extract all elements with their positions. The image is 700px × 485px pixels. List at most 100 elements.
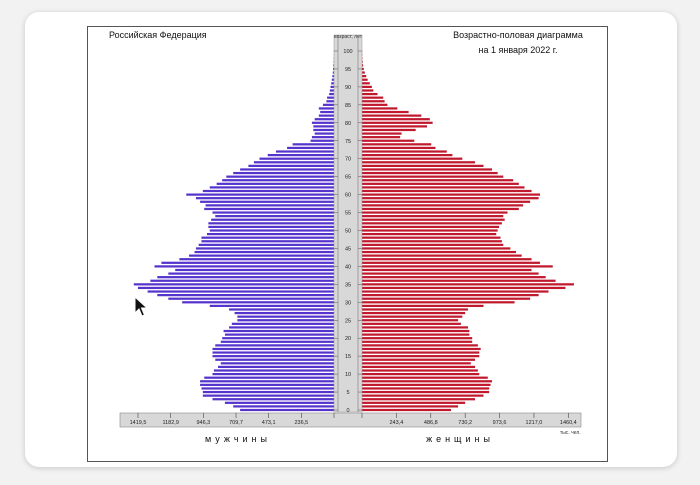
bar-female-age-63 [362,182,519,185]
bar-female-age-36 [362,279,556,282]
bar-female-age-11 [362,369,478,372]
bar-female-age-31 [362,297,531,300]
bar-male-age-83 [320,110,334,114]
bar-female-age-68 [362,164,484,167]
bar-male-age-6 [201,387,334,390]
bar-female-age-90 [362,85,372,89]
bar-female-age-84 [362,107,398,110]
bar-female-age-2 [362,401,466,404]
bar-female-age-73 [362,146,436,150]
bar-female-age-66 [362,171,498,175]
bar-female-age-5 [362,390,490,394]
bar-female-age-42 [362,258,532,261]
bar-male-age-54 [215,215,334,218]
bar-female-age-71 [362,153,453,157]
bar-male-age-78 [313,128,334,132]
bar-female-age-48 [362,236,501,239]
bar-female-age-96 [362,64,364,67]
bar-male-age-37 [157,276,334,279]
bar-male-age-23 [229,326,334,329]
bar-female-age-65 [362,175,504,178]
bar-female-age-27 [362,311,466,315]
bar-female-age-25 [362,319,459,322]
age-tick-label-5: 5 [346,390,349,396]
bar-male-age-17 [212,347,334,351]
bar-male-age-0 [240,408,334,412]
bar-male-age-96 [333,64,334,67]
bar-female-age-61 [362,189,532,193]
bar-female-age-41 [362,261,541,264]
bar-male-age-85 [322,103,334,106]
bar-male-age-91 [331,82,334,85]
bar-male-age-42 [179,258,334,261]
bar-female-age-34 [362,286,566,290]
bar-male-age-20 [222,337,334,340]
bar-female-age-23 [362,326,468,329]
x-tick-label-left-236,5: 236,5 [294,420,308,426]
bar-female-age-3 [362,398,476,401]
bar-male-age-40 [154,265,334,268]
bar-female-age-30 [362,301,515,304]
x-tick-label-right-973,6: 973,6 [493,420,507,426]
x-tick-label-right-1217,0: 1217,0 [526,420,543,426]
bar-female-age-69 [362,161,476,164]
bar-male-age-2 [224,401,334,404]
axis-label-top: возраст, лет [334,34,363,40]
bar-male-age-57 [205,204,334,207]
chart-title-right-line1: Возрастно-половая диаграмма [453,30,583,40]
x-tick-label-left-1419,5: 1419,5 [130,420,147,426]
bar-male-age-68 [248,164,334,167]
bar-male-age-49 [206,232,334,236]
bar-female-age-6 [362,387,490,390]
bar-female-age-87 [362,96,384,99]
age-tick-label-35: 35 [345,282,351,288]
age-tick-label-90: 90 [345,85,351,91]
bar-male-age-16 [212,351,334,354]
age-ticks-group: 1009590858075706560555045403530252015105… [334,49,362,414]
bar-male-age-95 [333,67,334,71]
bar-male-age-79 [313,125,334,128]
bar-female-age-39 [362,268,532,272]
bar-male-age-28 [229,308,334,311]
bar-female-age-81 [362,118,430,121]
bar-male-age-41 [161,261,334,264]
age-tick-label-15: 15 [345,354,351,360]
age-tick-label-95: 95 [345,67,351,73]
bar-female-age-62 [362,186,525,189]
bar-male-age-62 [209,186,334,189]
bar-female-age-88 [362,92,378,96]
bar-female-age-86 [362,100,385,103]
bar-female-age-45 [362,247,511,250]
bar-female-age-13 [362,362,471,365]
bar-female-age-8 [362,380,492,383]
bar-female-age-70 [362,157,463,160]
bar-male-age-52 [208,222,334,225]
bar-female-age-32 [362,294,539,297]
bar-male-age-21 [224,333,334,336]
bar-female-age-93 [362,75,367,78]
bar-female-age-97 [362,60,363,63]
chart-frame: 100 95 90 85 80 75 70 65 60 55 50 45 40 35 30 25 20 15 10 5… [87,26,608,462]
bar-male-age-82 [318,114,334,117]
x-tick-label-right-730,2: 730,2 [458,420,472,426]
bar-male-age-14 [215,358,334,361]
x-label-female: женщины [426,434,494,444]
bar-female-age-82 [362,114,422,117]
bar-male-age-90 [330,85,334,89]
bar-male-age-47 [201,240,334,243]
bar-female-age-19 [362,340,473,343]
bar-male-age-76 [311,136,334,139]
bar-male-age-29 [209,304,334,308]
bar-female-age-78 [362,128,416,132]
bar-female-age-49 [362,232,497,236]
bar-male-age-5 [202,390,334,394]
bar-female-age-14 [362,358,476,361]
bar-male-age-36 [150,279,334,282]
bar-female-age-94 [362,71,365,74]
bar-male-age-33 [147,290,334,293]
bar-male-age-22 [223,329,334,333]
bar-female-age-67 [362,168,492,171]
bar-male-age-56 [204,207,334,211]
bar-male-age-30 [182,301,334,304]
bar-male-age-69 [253,161,334,164]
